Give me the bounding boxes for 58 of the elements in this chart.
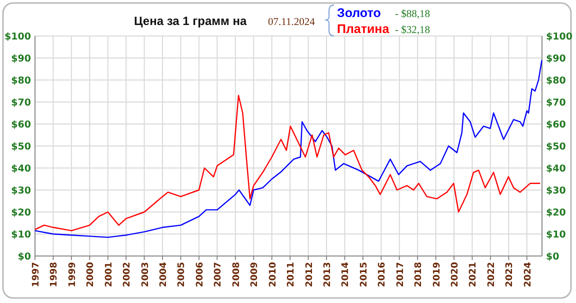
- chart-title: Цена за 1 грамм на: [134, 14, 247, 28]
- x-tick-label: 2000: [86, 262, 96, 288]
- y2-tick-label: $60: [546, 120, 566, 130]
- x-tick-label: 2017: [396, 262, 406, 288]
- x-tick-label: 2014: [341, 262, 352, 288]
- text: Платина: [337, 22, 390, 36]
- y2-tick-label: $80: [546, 76, 566, 86]
- x-tick-label: 2007: [214, 262, 224, 288]
- x-tick-label: 2001: [104, 262, 114, 288]
- x-tick-label: 2011: [286, 262, 297, 288]
- x-tick-label: 2023: [505, 262, 516, 288]
- x-tick-label: 2018: [414, 262, 424, 288]
- y-tick-label: $100: [4, 32, 32, 42]
- y2-tick-label: $100: [546, 32, 573, 42]
- x-tick-label: 2009: [250, 262, 260, 288]
- x-tick-label: 2002: [122, 262, 133, 288]
- x-tick-label: 2016: [378, 262, 388, 288]
- y-tick-label: $40: [11, 164, 32, 174]
- x-tick-label: 2015: [359, 262, 370, 288]
- x-tick-label: 2022: [486, 262, 497, 288]
- line-series: [34, 94, 541, 232]
- x-tick-label: 2013: [322, 262, 333, 288]
- annotation: - $32,18: [395, 25, 430, 36]
- x-tick-label: 2004: [159, 262, 170, 288]
- x-tick-label: 2005: [177, 262, 188, 288]
- x-tick-label: 2012: [304, 262, 315, 288]
- x-tick-label: 2008: [232, 262, 242, 288]
- y2-tick-label: $50: [546, 142, 566, 152]
- y2-tick-label: $70: [546, 98, 566, 108]
- y-tick-label: $20: [11, 208, 32, 218]
- y-tick-label: $10: [11, 230, 32, 240]
- x-tick-label: 2021: [468, 262, 479, 288]
- text: - $88,18: [395, 9, 430, 20]
- y-tick-label: $90: [11, 54, 32, 64]
- y2-tick-label: $30: [546, 186, 566, 196]
- y-tick-label: $50: [11, 142, 32, 152]
- y2-tick-label: $20: [546, 208, 566, 218]
- y-tick-label: $80: [11, 76, 32, 86]
- x-tick-label: 1998: [50, 262, 60, 288]
- x-tick-label: 2024: [523, 262, 534, 288]
- x-tick-label: 2003: [140, 262, 151, 288]
- chart-subtitle: 07.11.2024: [268, 17, 316, 28]
- x-tick-label: 2010: [268, 262, 278, 288]
- y2-tick-label: $10: [546, 230, 566, 240]
- y2-tick-label: $90: [546, 54, 566, 64]
- y-tick-label: $0: [18, 252, 32, 262]
- text: Золото: [337, 6, 382, 20]
- y2-tick-label: $40: [546, 164, 566, 174]
- y2-tick-label: $0: [546, 252, 560, 262]
- x-tick-label: 1997: [32, 262, 42, 288]
- x-tick-label: 2019: [432, 262, 442, 288]
- x-tick-label: 1999: [68, 262, 78, 288]
- y-tick-label: $60: [11, 120, 32, 130]
- y-tick-label: $70: [11, 98, 32, 108]
- x-tick-label: 2006: [195, 262, 206, 288]
- x-tick-label: 2020: [450, 262, 461, 288]
- line-series: [34, 60, 542, 238]
- y-tick-label: $30: [11, 186, 32, 196]
